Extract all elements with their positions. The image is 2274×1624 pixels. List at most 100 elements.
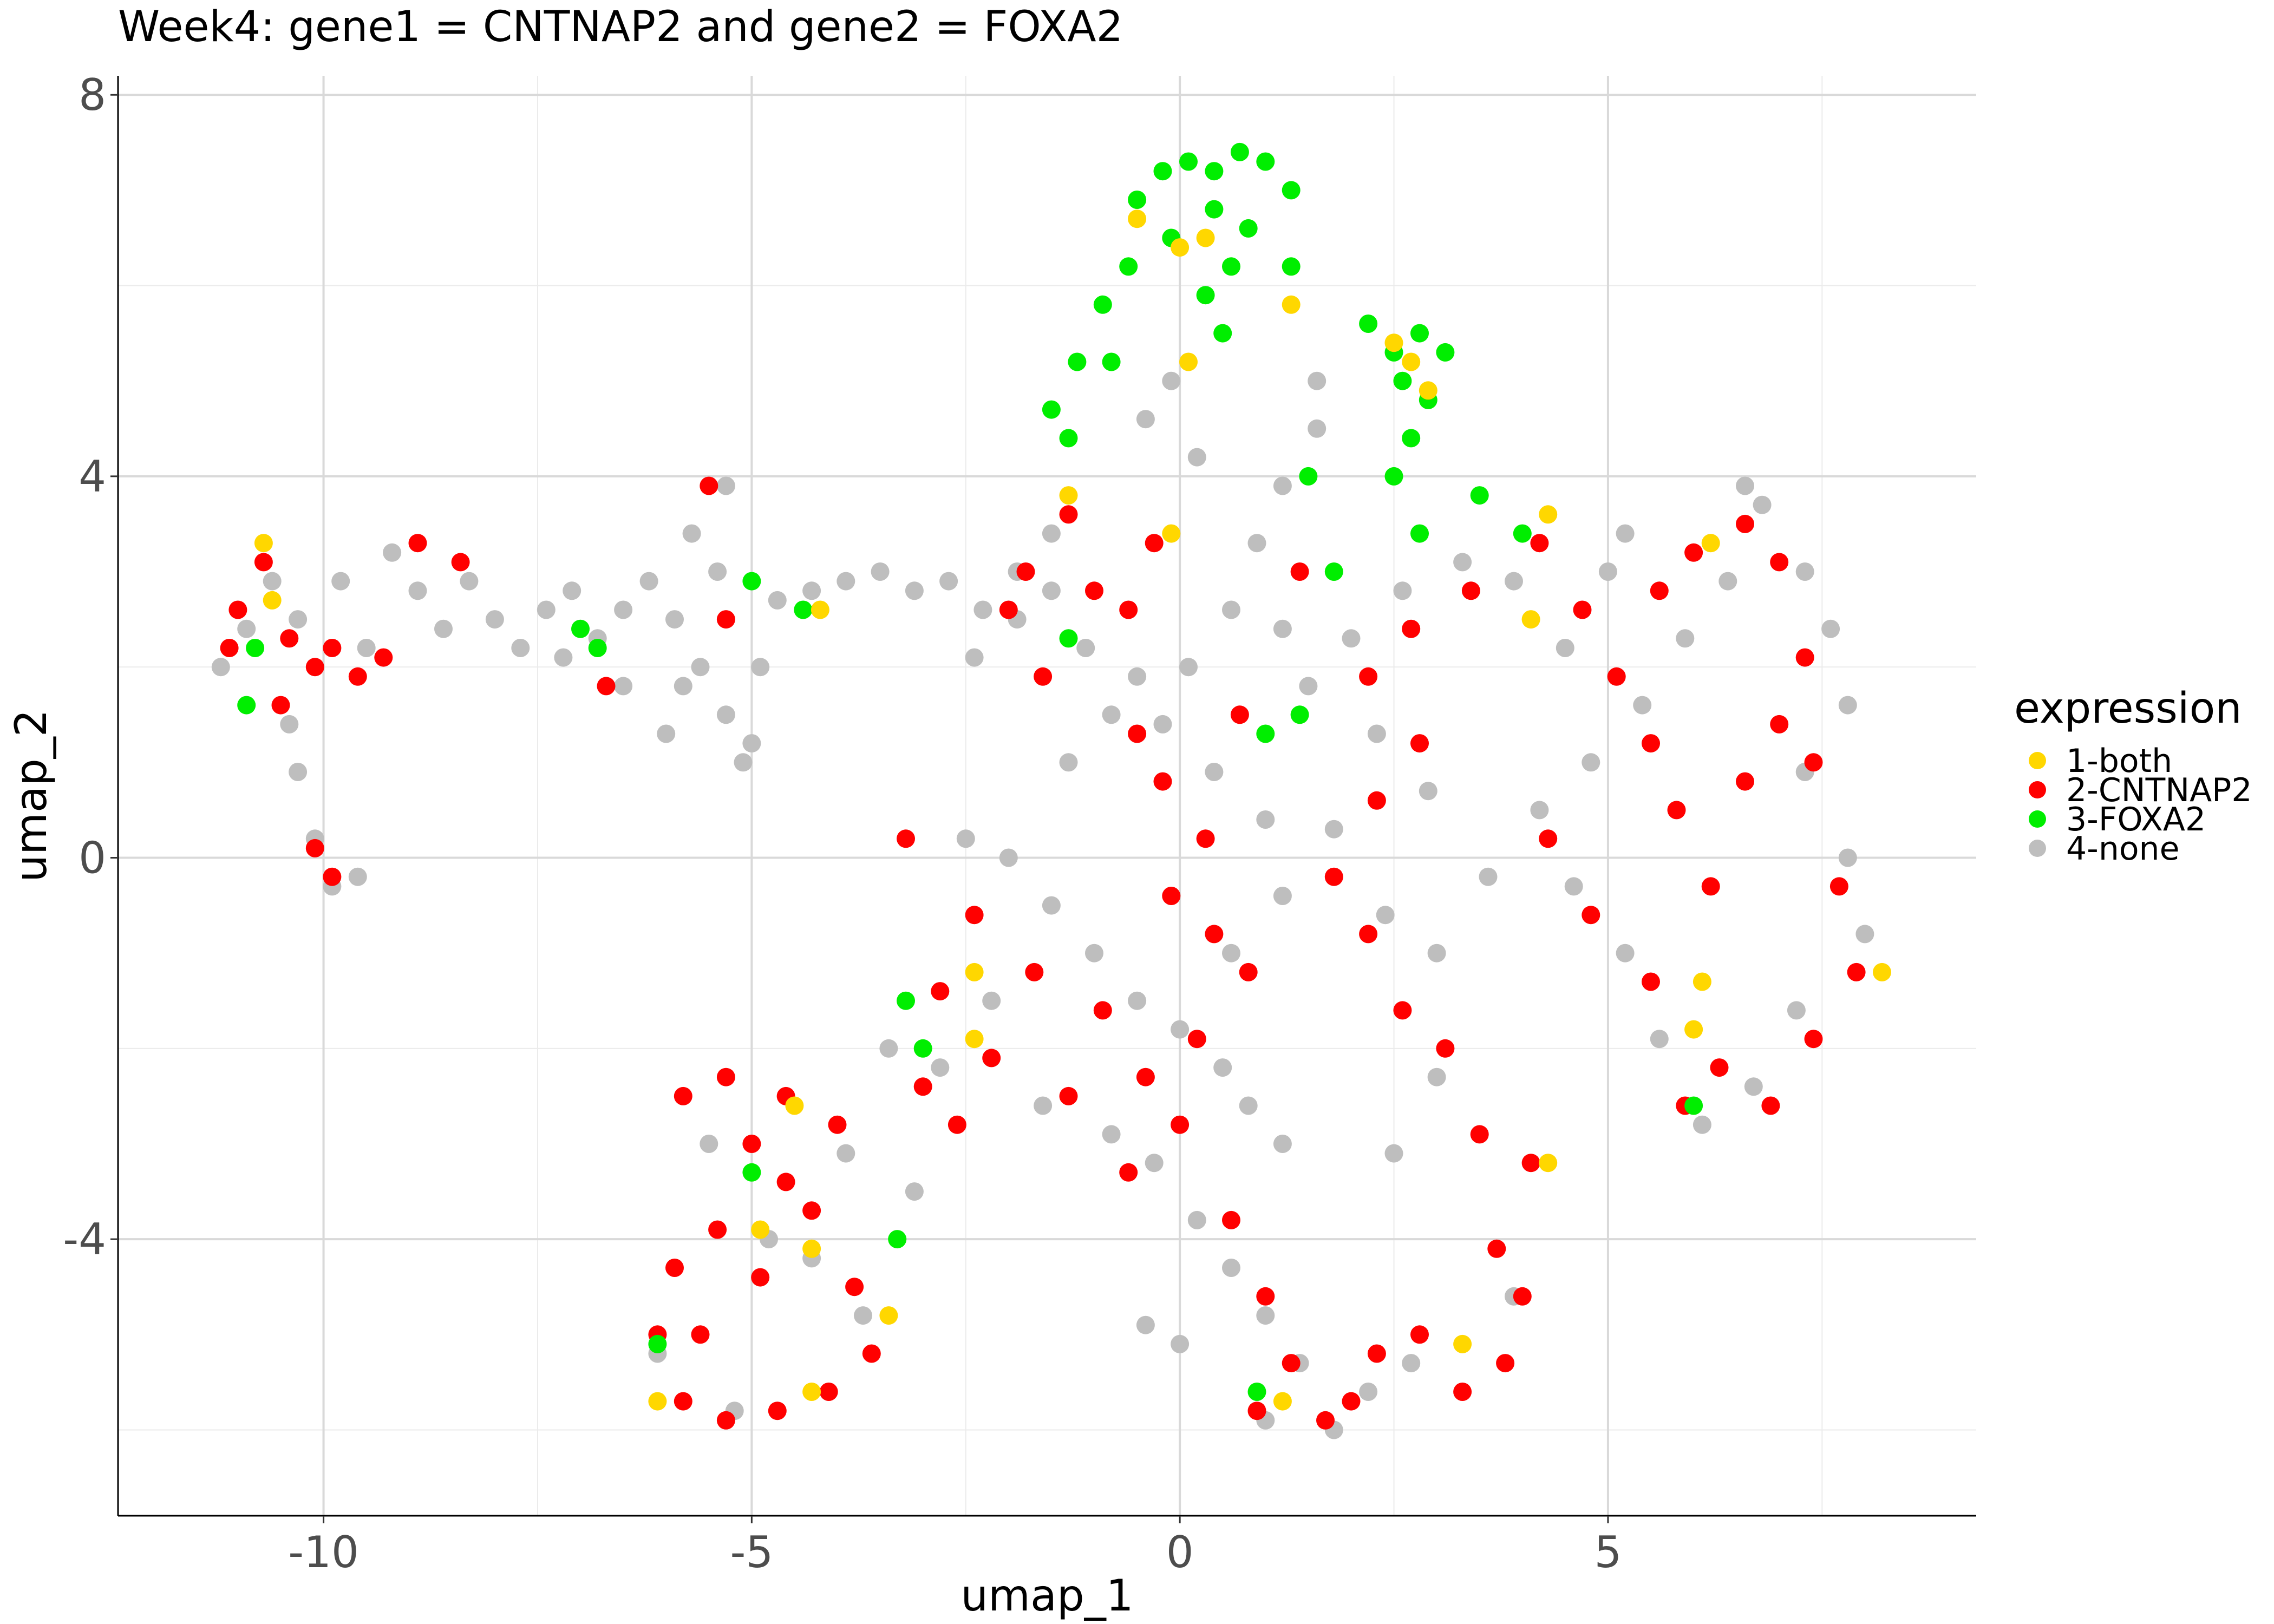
point-4-none [682,524,701,543]
point-3-foxa2 [1436,343,1455,362]
point-3-foxa2 [648,1334,667,1353]
point-2-cntnap2 [751,1268,770,1287]
point-2-cntnap2 [1829,877,1848,896]
point-4-none [1076,639,1095,657]
point-4-none [982,991,1001,1010]
points-layer [211,142,1891,1439]
point-2-cntnap2 [931,982,950,1001]
point-4-none [931,1058,950,1077]
point-4-none [905,1182,924,1201]
point-2-cntnap2 [1487,1239,1506,1258]
point-4-none [657,724,676,743]
point-3-foxa2 [571,619,590,638]
point-3-foxa2 [1230,142,1249,161]
point-4-none [751,658,770,677]
point-2-cntnap2 [1359,667,1378,686]
point-3-foxa2 [1068,352,1087,371]
point-4-none [973,600,992,619]
point-2-cntnap2 [1282,1354,1301,1373]
point-4-none [1505,572,1523,591]
point-3-foxa2 [1153,162,1172,181]
point-4-none [1213,1058,1232,1077]
point-4-none [802,581,821,600]
point-1-both [879,1306,898,1325]
point-4-none [1102,705,1121,724]
point-3-foxa2 [1393,371,1412,390]
point-4-none [1034,1096,1053,1115]
point-1-both [1539,1154,1558,1173]
point-2-cntnap2 [716,1411,735,1430]
point-2-cntnap2 [897,829,915,848]
chart-title: Week4: gene1 = CNTNAP2 and gene2 = FOXA2 [118,3,1123,51]
point-4-none [1838,696,1857,715]
point-2-cntnap2 [1436,1039,1455,1058]
point-4-none [1556,639,1574,657]
point-2-cntnap2 [1402,619,1421,638]
point-1-both [1402,352,1421,371]
point-2-cntnap2 [1316,1411,1335,1430]
point-2-cntnap2 [1153,772,1172,791]
point-2-cntnap2 [708,1220,727,1239]
point-3-foxa2 [1222,257,1240,276]
point-1-both [263,591,282,610]
point-3-foxa2 [1256,152,1275,171]
point-3-foxa2 [1213,324,1232,343]
legend-key [2029,840,2046,857]
point-2-cntnap2 [1059,505,1078,524]
point-4-none [837,1144,855,1163]
point-4-none [1128,991,1147,1010]
point-2-cntnap2 [1205,925,1224,944]
point-3-foxa2 [1196,286,1215,305]
y-tick-label: -4 [63,1214,106,1265]
point-2-cntnap2 [1324,867,1343,886]
point-4-none [837,572,855,591]
point-1-both [1684,1020,1703,1039]
point-2-cntnap2 [742,1135,761,1153]
point-4-none [1795,562,1814,581]
point-2-cntnap2 [1367,791,1386,810]
point-4-none [716,705,735,724]
point-4-none [1753,495,1772,514]
grid-minor [118,76,1976,1516]
point-4-none [1564,877,1583,896]
y-axis-ticks: -4 0 4 8 [63,70,118,1265]
point-4-none [1393,581,1412,600]
point-2-cntnap2 [1573,600,1592,619]
x-tick-label: 0 [1166,1527,1194,1577]
point-4-none [1308,419,1327,438]
point-4-none [665,610,684,629]
point-4-none [263,572,282,591]
point-3-foxa2 [1410,324,1429,343]
point-4-none [1136,1315,1155,1334]
point-2-cntnap2 [768,1402,787,1420]
point-2-cntnap2 [1701,877,1720,896]
point-4-none [563,581,581,600]
point-3-foxa2 [1119,257,1138,276]
point-4-none [1145,1154,1164,1173]
point-4-none [1136,410,1155,429]
point-4-none [383,543,402,562]
point-2-cntnap2 [1804,1030,1823,1049]
point-1-both [811,600,829,619]
point-4-none [674,677,692,696]
point-2-cntnap2 [1513,1287,1532,1306]
point-2-cntnap2 [451,553,470,572]
point-4-none [1162,371,1181,390]
point-2-cntnap2 [776,1173,795,1191]
point-4-none [1247,534,1266,553]
legend-label: 3-FOXA2 [2066,801,2206,839]
point-2-cntnap2 [674,1392,692,1411]
point-4-none [554,648,573,667]
point-3-foxa2 [1384,467,1403,486]
point-3-foxa2 [1470,486,1489,505]
point-3-foxa2 [1513,524,1532,543]
point-4-none [1453,553,1472,572]
point-2-cntnap2 [1196,829,1215,848]
point-1-both [1539,505,1558,524]
point-2-cntnap2 [1410,734,1429,753]
point-4-none [1736,476,1754,495]
point-4-none [1427,944,1446,962]
point-4-none [1402,1354,1421,1373]
point-3-foxa2 [1093,295,1112,314]
x-tick-label: -5 [730,1527,773,1577]
